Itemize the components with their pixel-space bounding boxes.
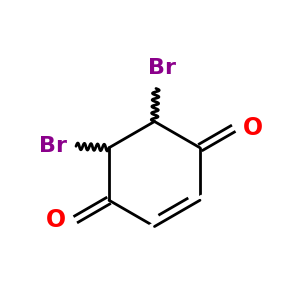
Text: O: O [243, 116, 263, 140]
Text: Br: Br [39, 136, 67, 156]
Text: Br: Br [148, 58, 176, 78]
Text: O: O [46, 208, 66, 232]
